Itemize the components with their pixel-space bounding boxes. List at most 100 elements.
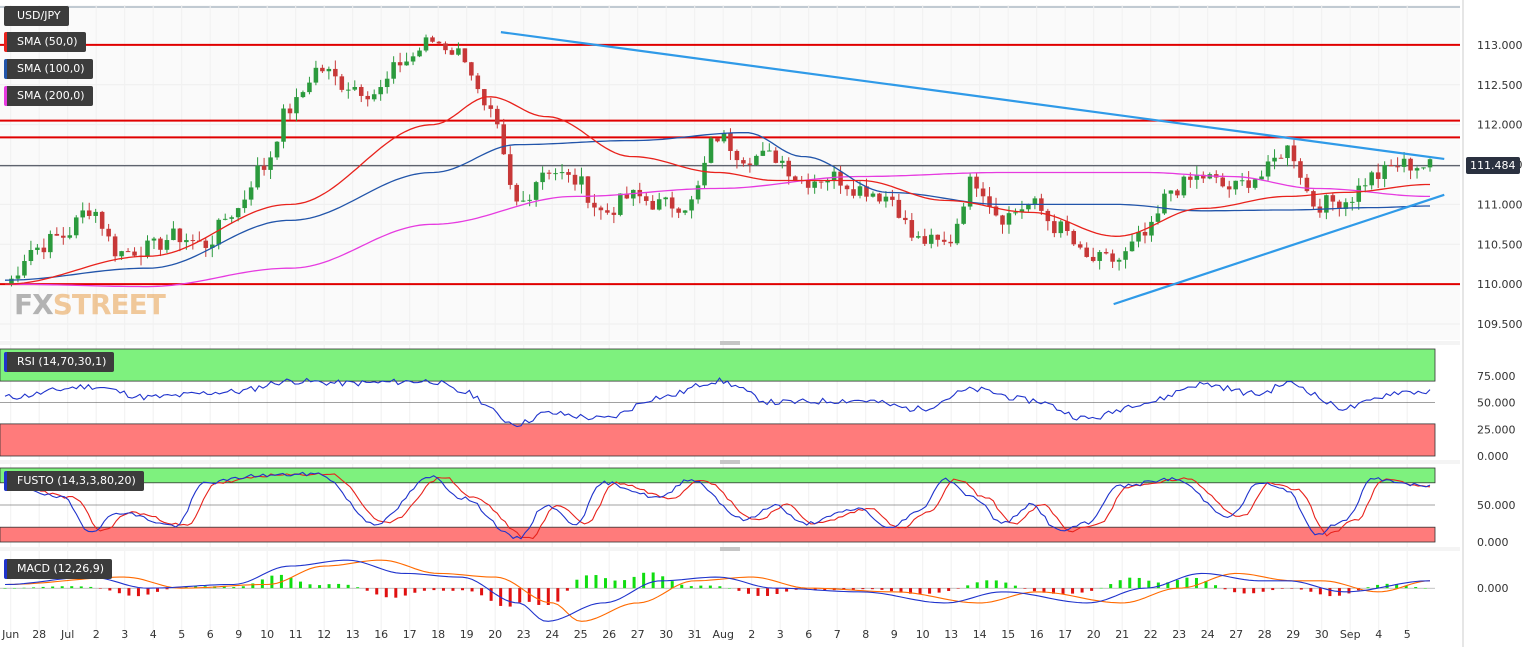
last-price-badge: 111.484 xyxy=(1466,157,1520,174)
macd-histogram-bar xyxy=(642,572,646,589)
macd-histogram-bar xyxy=(117,588,121,594)
macd-histogram-bar xyxy=(575,579,579,589)
candle-body xyxy=(190,240,196,242)
candle-body xyxy=(792,176,798,181)
macd-histogram-bar xyxy=(537,588,541,605)
candle-body xyxy=(1155,213,1161,222)
macd-histogram-bar xyxy=(766,588,770,596)
legend-sma50[interactable]: SMA (50,0) xyxy=(4,32,86,52)
macd-histogram-bar xyxy=(413,588,417,593)
macd-label[interactable]: MACD (12,26,9) xyxy=(4,559,113,579)
sma50-line xyxy=(4,96,1430,285)
candle-body xyxy=(391,62,396,79)
candle-body xyxy=(294,97,299,114)
macd-histogram-bar xyxy=(775,588,779,594)
macd-histogram-bar xyxy=(1290,588,1294,589)
macd-histogram-bar xyxy=(98,588,102,589)
price-panel-bg xyxy=(0,5,1460,340)
candle-body xyxy=(624,193,630,199)
macd-histogram-bar xyxy=(270,575,274,589)
macd-histogram-bar xyxy=(289,577,293,589)
macd-histogram-bar xyxy=(556,588,560,602)
candle-body xyxy=(41,247,47,253)
macd-histogram-bar xyxy=(1214,585,1218,589)
candle-body xyxy=(61,235,66,238)
fusto-label[interactable]: FUSTO (14,3,3,80,20) xyxy=(4,471,144,491)
macd-histogram-bar xyxy=(232,587,236,589)
candle-body xyxy=(274,141,280,158)
candle-body xyxy=(1084,247,1089,257)
candle-body xyxy=(916,236,921,238)
x-tick-label-32: 10 xyxy=(916,628,930,641)
candle-body xyxy=(883,196,889,202)
candle-body xyxy=(1000,215,1005,225)
panel-separator-1 xyxy=(0,460,1460,464)
macd-histogram-bar xyxy=(851,588,855,590)
legend-sma200[interactable]: SMA (200,0) xyxy=(4,86,93,106)
rsi-tick-3: 0.000 xyxy=(1477,450,1509,463)
candle-body xyxy=(734,150,740,161)
candle-body xyxy=(676,208,681,213)
macd-histogram-bar xyxy=(1318,588,1322,595)
x-tick-label-23: 30 xyxy=(659,628,673,641)
candle-body xyxy=(618,193,623,215)
macd-histogram-bar xyxy=(975,582,979,589)
rsi-tick-1: 50.000 xyxy=(1477,397,1516,410)
fusto-label-text: FUSTO (14,3,3,80,20) xyxy=(17,474,136,487)
candle-body xyxy=(449,50,455,55)
macd-histogram-bar xyxy=(613,580,617,589)
candle-body xyxy=(598,207,604,211)
candle-body xyxy=(592,202,597,208)
candle-body xyxy=(1375,172,1381,179)
macd-histogram-bar xyxy=(718,586,722,589)
candle-body xyxy=(184,240,189,243)
x-tick-label-2: Jul xyxy=(60,628,74,641)
x-tick-label-42: 24 xyxy=(1201,628,1215,641)
candle-body xyxy=(475,75,481,90)
candle-body xyxy=(890,196,895,200)
candle-body xyxy=(669,197,675,209)
candle-body xyxy=(695,185,701,200)
candle-body xyxy=(1343,202,1349,209)
x-tick-label-5: 4 xyxy=(150,628,157,641)
x-tick-label-43: 27 xyxy=(1229,628,1243,641)
x-tick-label-39: 21 xyxy=(1115,628,1129,641)
macd-histogram-bar xyxy=(708,585,712,589)
macd-histogram-bar xyxy=(1271,588,1275,591)
candle-body xyxy=(767,150,772,152)
legend-sma50-text: SMA (50,0) xyxy=(17,35,78,48)
candle-body xyxy=(1129,241,1135,252)
symbol-text: USD/JPY xyxy=(17,9,61,22)
candle-body xyxy=(825,180,830,183)
rsi-label[interactable]: RSI (14,70,30,1) xyxy=(4,352,115,372)
candle-body xyxy=(125,251,131,253)
candle-body xyxy=(948,241,953,244)
macd-histogram-bar xyxy=(375,588,379,595)
macd-histogram-bar xyxy=(251,583,255,589)
candle-body xyxy=(35,247,40,250)
candle-body xyxy=(520,200,526,202)
macd-histogram-bar xyxy=(51,586,55,589)
candle-body xyxy=(9,278,14,285)
legend-sma100[interactable]: SMA (100,0) xyxy=(4,59,93,79)
candle-body xyxy=(1356,185,1362,202)
candle-body xyxy=(28,249,34,262)
macd-histogram-bar xyxy=(1042,588,1046,593)
macd-histogram-bar xyxy=(1242,588,1246,594)
macd-histogram-bar xyxy=(918,588,922,595)
candle-body xyxy=(702,162,707,186)
candle-body xyxy=(1233,180,1238,190)
candle-body xyxy=(1026,203,1031,210)
candle-body xyxy=(313,67,319,83)
candle-body xyxy=(158,238,163,250)
macd-histogram-bar xyxy=(623,580,627,589)
macd-histogram-bar xyxy=(785,588,789,592)
candle-body xyxy=(261,165,267,170)
trendline-0 xyxy=(500,31,1445,161)
candle-body xyxy=(1220,177,1225,187)
candle-body xyxy=(1239,180,1245,182)
candle-body xyxy=(119,251,124,257)
candle-body xyxy=(1226,186,1232,190)
candle-body xyxy=(1408,158,1413,171)
